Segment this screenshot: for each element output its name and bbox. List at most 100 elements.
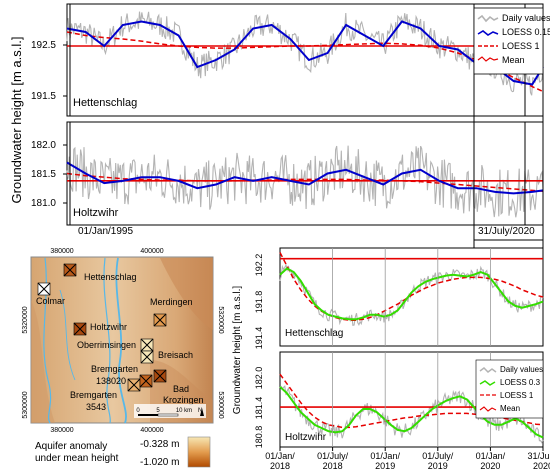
station-marker-bremgarten-138020 xyxy=(139,374,153,388)
xtick-label: 01/Jan/2019 xyxy=(370,451,400,471)
station-marker-hettenschlag xyxy=(63,263,77,277)
legend-recent: Daily values LOESS 0.3 LOESS 1 Mean xyxy=(475,359,544,419)
ytick-label: 191.5 xyxy=(31,91,56,102)
station-label: Hettenschlag xyxy=(285,328,343,339)
legend-swatch-mean xyxy=(477,56,499,62)
legend-label: Mean xyxy=(502,55,525,65)
map-xtick: 380000 xyxy=(50,248,73,255)
anomaly-colorbar xyxy=(187,436,211,468)
station-marker-breisach xyxy=(140,350,154,364)
place-label-line: 138020 xyxy=(96,376,126,386)
xtick-label-line: 01/July/ xyxy=(422,451,454,461)
map-ytick: 5320000 xyxy=(22,306,29,333)
plot-hettenschlag-recent: 192.2 191.8 191.4 Hettenschlag xyxy=(254,247,544,350)
series-daily-values xyxy=(66,145,544,218)
colorbar-title-line: Aquifer anomaly xyxy=(35,441,107,452)
place-label-line: 3543 xyxy=(86,402,106,412)
series-loess-short xyxy=(66,20,544,86)
colorbar-title: Aquifer anomaly under mean height xyxy=(35,441,119,464)
series-loess-long xyxy=(279,252,544,321)
station-label: Holtzwihr xyxy=(285,432,327,443)
xtick-label-line: 01/July/ xyxy=(317,451,349,461)
xtick-label-line: 2020 xyxy=(480,461,500,471)
top-ylabel: Groundwater height [m a.s.l.] xyxy=(9,37,24,204)
xtick-label-line: 2019 xyxy=(375,461,395,471)
map-xtick: 400000 xyxy=(140,248,163,255)
xtick-label: 01/July/2019 xyxy=(422,451,454,471)
colorbar-max-label: -0.328 m xyxy=(140,439,179,450)
xtick-label-line: 01/Jan/ xyxy=(476,451,506,461)
map-xtick: 380000 xyxy=(50,427,73,434)
map-relief xyxy=(160,258,213,330)
legend-box xyxy=(475,359,544,419)
map-ytick: 5320000 xyxy=(217,306,224,333)
x-start-label: 01/Jan/1995 xyxy=(78,226,133,237)
place-label-line: Bad xyxy=(173,384,189,394)
xtick-label-line: 01/Jan/ xyxy=(265,451,295,461)
series-loess-long xyxy=(66,172,544,192)
map-relief xyxy=(31,300,55,423)
legend-label: LOESS 1 xyxy=(502,41,540,51)
station-marker-oberrimsingen xyxy=(140,338,154,352)
xtick-label-line: 2018 xyxy=(323,461,343,471)
series-loess-long xyxy=(66,31,544,93)
map-ytick: 5300000 xyxy=(217,391,224,418)
scale-bar-label: 10 km xyxy=(176,408,192,414)
station-marker-bremgarten-3543 xyxy=(127,378,141,392)
station-marker-colmar xyxy=(37,282,51,296)
map-river xyxy=(115,257,127,424)
ytick-label: 181.0 xyxy=(31,198,56,209)
legend-swatch-daily xyxy=(479,367,497,373)
plot-holtzwihr-longterm: 182.0 181.5 181.0 Holtzwihr xyxy=(31,121,544,226)
xtick-label: 01/Jan/2020 xyxy=(476,451,506,471)
place-label: Colmar xyxy=(36,296,65,306)
ytick-label: 180.8 xyxy=(254,426,264,449)
xtick-label: 01/July/2018 xyxy=(317,451,349,471)
legend-swatch-mean xyxy=(479,406,497,412)
place-label-line: Bremgarten xyxy=(91,364,138,374)
ytick-label: 191.4 xyxy=(254,327,264,350)
xtick-label: 01/Jan/2018 xyxy=(265,451,295,471)
xtick-label-line: 01/Jan/ xyxy=(370,451,400,461)
legend-swatch-loess-short xyxy=(477,30,499,36)
station-marker-holtzwihr xyxy=(73,322,87,336)
series-loess-short xyxy=(279,267,544,321)
place-label-multiline: Bremgarten 138020 xyxy=(91,364,141,386)
station-marker-merdingen xyxy=(153,313,167,327)
scale-bar-label: 0 xyxy=(136,408,140,414)
ytick-label: 192.2 xyxy=(254,254,264,277)
xtick-label-line: 2020 xyxy=(533,461,550,471)
ytick-label: 181.5 xyxy=(31,169,56,180)
legend-label: Daily values xyxy=(500,365,543,374)
map-panel: 380000 400000 380000 400000 5320000 5300… xyxy=(22,248,224,468)
legend-longterm: Daily values LOESS 0.15 LOESS 1 Mean xyxy=(473,7,550,75)
xtick-label: 31/July/2020 xyxy=(527,451,550,471)
place-label: Breisach xyxy=(158,350,193,360)
series-loess-short xyxy=(66,161,544,195)
station-label: Hettenschlag xyxy=(73,97,137,109)
place-label: Merdingen xyxy=(150,297,193,307)
series-daily-values xyxy=(66,11,544,96)
place-label-multiline: Bad Krozingen xyxy=(163,384,204,405)
xtick-label-line: 2019 xyxy=(428,461,448,471)
colorbar-title-line: under mean height xyxy=(35,453,119,464)
place-label-multiline: Bremgarten 3543 xyxy=(70,390,120,412)
scale-bar-segment xyxy=(157,413,179,417)
ytick-label: 182.0 xyxy=(31,140,56,151)
ytick-label: 181.4 xyxy=(254,397,264,420)
legend-swatch-daily xyxy=(477,14,499,23)
map-ytick: 5300000 xyxy=(22,391,29,418)
recent-xticks: 01/Jan/201801/July/201801/Jan/201901/Jul… xyxy=(265,447,550,471)
xtick-label-line: 2018 xyxy=(270,461,290,471)
series-loess-short xyxy=(279,386,544,439)
plot-holtzwihr-recent: 182.0 181.4 180.8 Holtzwihr xyxy=(254,351,544,449)
map-river xyxy=(103,257,111,424)
place-label: Hettenschlag xyxy=(84,272,137,282)
map-river xyxy=(59,289,76,381)
x-end-label: 31/July/2020 xyxy=(478,226,535,237)
legend-label: Daily values xyxy=(502,13,550,23)
colorbar-min-label: -1.020 m xyxy=(140,457,179,468)
ytick-label: 192.5 xyxy=(31,40,56,51)
legend-label: LOESS 0.3 xyxy=(500,378,541,387)
recent-period-box xyxy=(473,3,544,241)
